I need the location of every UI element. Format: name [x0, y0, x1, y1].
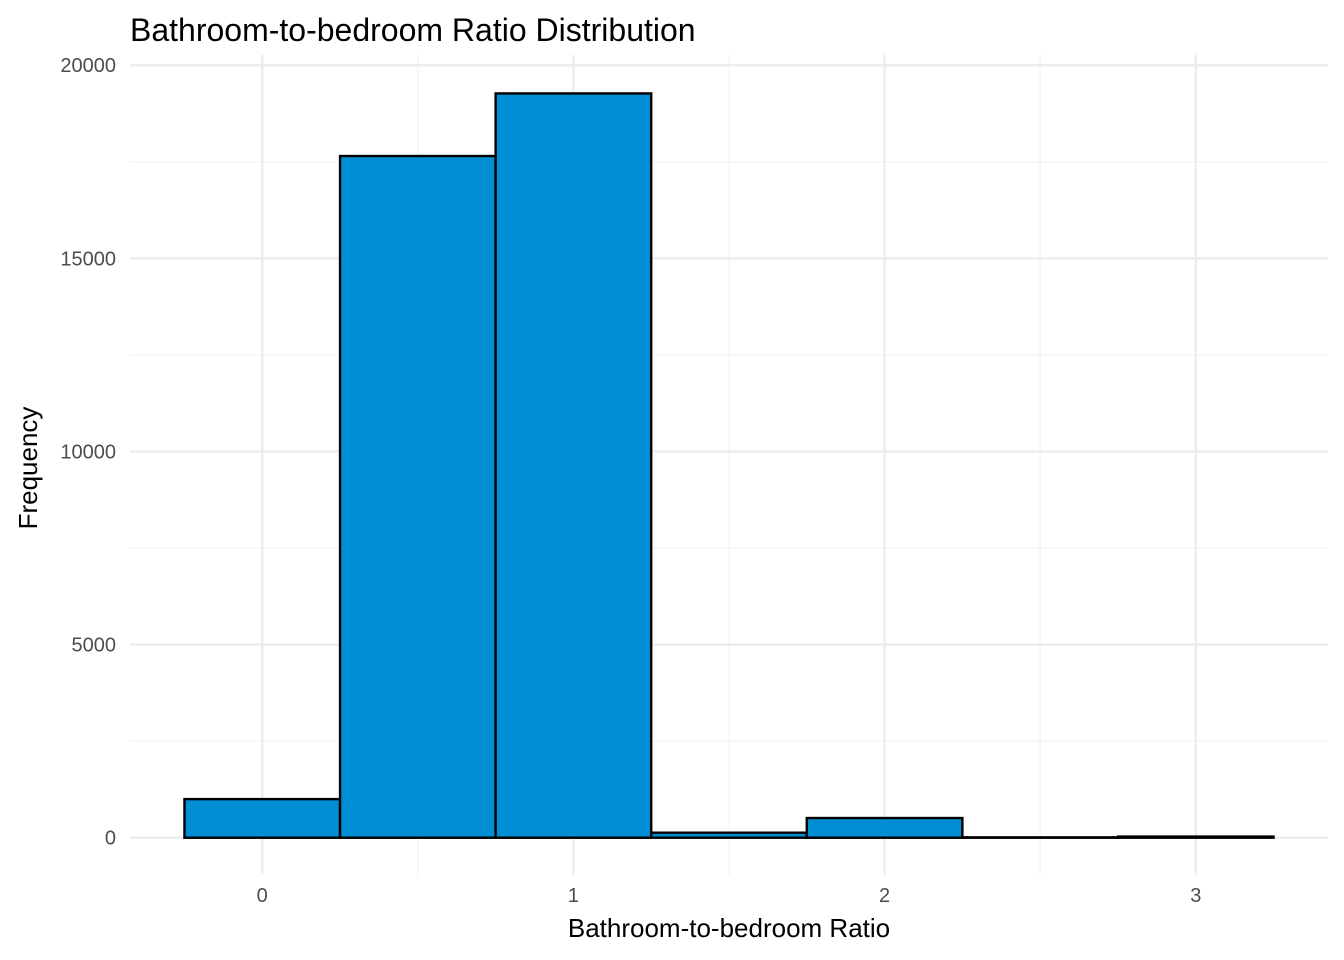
x-axis-title: Bathroom-to-bedroom Ratio	[568, 913, 890, 943]
histogram-bar	[805, 816, 964, 839]
y-tick-label: 0	[105, 828, 116, 850]
y-tick-label: 5000	[72, 635, 117, 657]
y-tick-label: 15000	[60, 248, 116, 270]
histogram-bar	[494, 92, 653, 839]
grid-lines	[130, 55, 1328, 875]
histogram-bars	[183, 92, 1275, 839]
x-tick-label: 2	[879, 885, 890, 907]
chart-title: Bathroom-to-bedroom Ratio Distribution	[130, 12, 696, 48]
histogram-bar	[183, 797, 342, 839]
histogram-bar	[1116, 835, 1275, 839]
histogram-bar	[650, 831, 808, 839]
x-tick-label: 1	[568, 885, 579, 907]
histogram-bar	[338, 154, 497, 839]
x-tick-label: 3	[1190, 885, 1201, 907]
y-axis-title: Frequency	[13, 407, 43, 530]
axis-tick-labels: 0 5000 10000 15000 20000 0 1 2 3	[60, 55, 1201, 907]
x-tick-label: 0	[257, 885, 268, 907]
y-tick-label: 10000	[60, 441, 116, 463]
y-tick-label: 20000	[60, 55, 116, 77]
